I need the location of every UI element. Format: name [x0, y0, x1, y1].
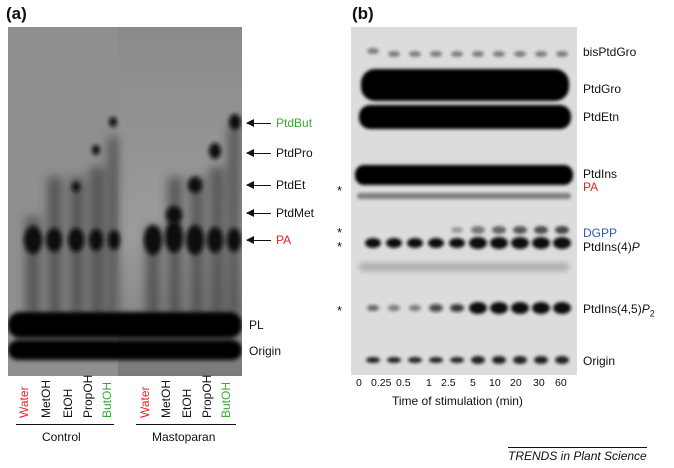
lane-label-mastoparan-propoh: PropOH [200, 374, 214, 418]
panel-a-gel-image [8, 27, 242, 376]
band-label-pa-b: PA [583, 180, 599, 194]
band-label-ptdetn: PtdEtn [583, 110, 620, 124]
band-label-ptdins45p2: PtdIns(4,5)P2 [583, 302, 655, 319]
band-label-origin: Origin [249, 344, 282, 358]
asterisk-1: * [337, 183, 343, 198]
panel-b-gel-image [351, 27, 577, 375]
lane-label-mastoparan-water: Water [138, 386, 152, 418]
asterisk-3: * [337, 239, 343, 254]
lane-label-control-butoh: ButOH [100, 381, 114, 418]
time-label-2.5: 2.5 [441, 377, 456, 389]
ptdbut-arrow [246, 119, 271, 127]
lane-label-mastoparan-etoh: EtOH [180, 388, 194, 418]
band-label-dgpp: DGPP [583, 226, 618, 240]
time-label-30: 30 [533, 377, 545, 389]
panel-a-label: (a) [6, 4, 27, 23]
ptdpro-arrow [246, 149, 271, 157]
time-label-0: 0 [356, 377, 362, 389]
band-label-ptdet: PtdEt [276, 178, 306, 192]
group-label-control: Control [42, 430, 81, 444]
pa-arrow [246, 236, 271, 244]
asterisk-2: * [337, 225, 343, 240]
control-bracket [16, 424, 114, 425]
time-label-20: 20 [510, 377, 522, 389]
ptdmet-arrow [246, 209, 271, 217]
lane-label-control-metoh: MetOH [39, 379, 53, 418]
time-label-0.5: 0.5 [396, 377, 411, 389]
lane-label-control-etoh: EtOH [61, 388, 75, 418]
time-label-0.25: 0.25 [371, 377, 392, 389]
ptdet-arrow [246, 181, 271, 189]
band-label-pa: PA [276, 233, 292, 247]
asterisk-4: * [337, 303, 343, 318]
band-label-ptdins: PtdIns [583, 167, 618, 181]
source-credit: TRENDS in Plant Science [508, 447, 647, 463]
lane-label-mastoparan-metoh: MetOH [159, 379, 173, 418]
group-label-mastoparan: Mastoparan [152, 430, 216, 444]
band-label-origin-b: Origin [583, 354, 616, 368]
lane-label-mastoparan-butoh: ButOH [219, 381, 233, 418]
time-label-60: 60 [555, 377, 567, 389]
time-label-10: 10 [489, 377, 501, 389]
time-axis-label: Time of stimulation (min) [392, 394, 523, 408]
band-label-ptdgro: PtdGro [583, 82, 622, 96]
lane-label-control-propoh: PropOH [81, 374, 95, 418]
mastoparan-bracket [136, 424, 236, 425]
band-label-ptdpro: PtdPro [276, 146, 313, 160]
band-label-ptdmet: PtdMet [276, 206, 315, 220]
time-label-5: 5 [470, 377, 476, 389]
lane-label-control-water: Water [17, 386, 31, 418]
band-label-ptdins4p: PtdIns(4)P [583, 240, 640, 254]
band-label-pl: PL [249, 318, 264, 332]
band-label-bisptdgro: bisPtdGro [583, 45, 637, 59]
time-label-1: 1 [426, 377, 432, 389]
band-label-ptdbut: PtdBut [276, 116, 313, 130]
panel-b-label: (b) [352, 4, 374, 23]
